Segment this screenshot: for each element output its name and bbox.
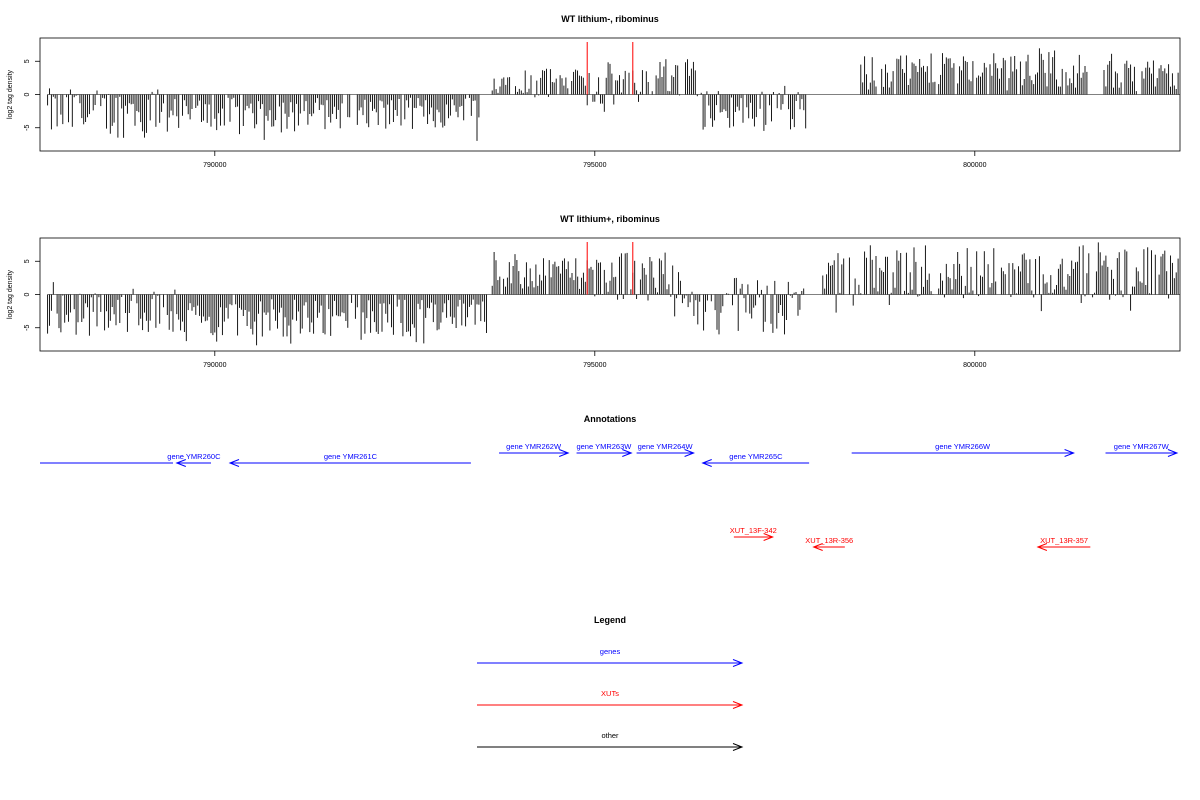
arrow-head-right-icon (732, 701, 744, 709)
arrow-head-right-icon (1167, 449, 1179, 457)
y-tick-label: 5 (24, 59, 31, 63)
legend-entry: XUTs (477, 689, 744, 709)
arrow-head-right-icon (732, 659, 744, 667)
annotation-feature: XUT_13R-357 (1036, 536, 1091, 551)
annotation-feature: gene YMR267W (1105, 442, 1179, 457)
feature-label: gene YMR267W (1114, 442, 1170, 451)
x-tick-label: 795000 (583, 362, 606, 369)
annotation-feature: XUT_13F-342 (730, 526, 777, 541)
annotation-feature: gene YMR262W (499, 442, 570, 457)
annotations-title: Annotations (584, 414, 637, 424)
arrow-head-left-icon (701, 459, 712, 467)
arrow-head-left-icon (1036, 543, 1048, 551)
legend-entry: genes (477, 647, 744, 667)
annotations-track: Annotations gene YMR260C gene YMR261C gene … (40, 414, 1179, 551)
chart-panel-2: WT lithium+, ribominus 790000 795000 800000… (7, 214, 1181, 369)
arrow-head-left-icon (228, 459, 240, 467)
y-tick-label: -5 (24, 325, 31, 331)
feature-label: gene YMR263W (576, 442, 632, 451)
legend-label: other (601, 731, 619, 740)
y-axis-label: log2 tag density (7, 269, 14, 319)
annotation-feature: XUT_13R-356 (805, 536, 853, 551)
x-tick-label: 800000 (963, 362, 986, 369)
x-tick-label: 800000 (963, 162, 986, 169)
data-bars (47, 242, 1179, 346)
legend-entry: other (477, 731, 744, 751)
x-tick-label: 795000 (583, 162, 606, 169)
annotation-feature: gene YMR261C (228, 452, 471, 467)
annotation-feature: gene YMR260C (167, 452, 221, 467)
y-tick-label: 0 (24, 92, 31, 96)
feature-label: gene YMR260C (167, 452, 221, 461)
arrow-head-right-icon (622, 449, 633, 457)
arrow-head-right-icon (1064, 449, 1075, 457)
legend-label: genes (600, 647, 621, 656)
y-tick-label: 5 (24, 259, 31, 263)
x-tick-label: 790000 (203, 362, 226, 369)
y-tick-label: -5 (24, 125, 31, 131)
data-bars (47, 48, 1179, 141)
feature-label: gene YMR262W (506, 442, 562, 451)
arrow-head-right-icon (732, 743, 744, 751)
feature-label: XUT_13R-357 (1040, 536, 1088, 545)
annotation-feature: gene YMR266W (851, 442, 1075, 457)
y-axis-label: log2 tag density (7, 69, 14, 119)
feature-label: XUT_13R-356 (805, 536, 853, 545)
feature-label: gene YMR265C (729, 452, 783, 461)
annotation-feature: gene YMR263W (576, 442, 633, 457)
legend-title: Legend (594, 615, 626, 625)
chart-title: WT lithium+, ribominus (560, 214, 660, 224)
arrow-head-right-icon (684, 449, 695, 457)
legend-label: XUTs (601, 689, 619, 698)
feature-label: gene YMR261C (324, 452, 378, 461)
feature-label: gene YMR266W (935, 442, 991, 451)
arrow-head-left-icon (175, 459, 186, 467)
annotation-feature: gene YMR265C (701, 452, 810, 467)
feature-label: gene YMR264W (638, 442, 694, 451)
annotation-feature: gene YMR264W (636, 442, 695, 457)
arrow-head-right-icon (559, 449, 570, 457)
arrow-head-right-icon (763, 533, 775, 541)
arrow-head-left-icon (812, 543, 823, 551)
y-tick-label: 0 (24, 292, 31, 296)
legend: Legend genes XUTs other (477, 615, 744, 751)
chart-panel-1: WT lithium-, ribominus 790000 795000 800000… (7, 14, 1181, 169)
chart-title: WT lithium-, ribominus (561, 14, 659, 24)
x-tick-label: 790000 (203, 162, 226, 169)
feature-label: XUT_13F-342 (730, 526, 777, 535)
